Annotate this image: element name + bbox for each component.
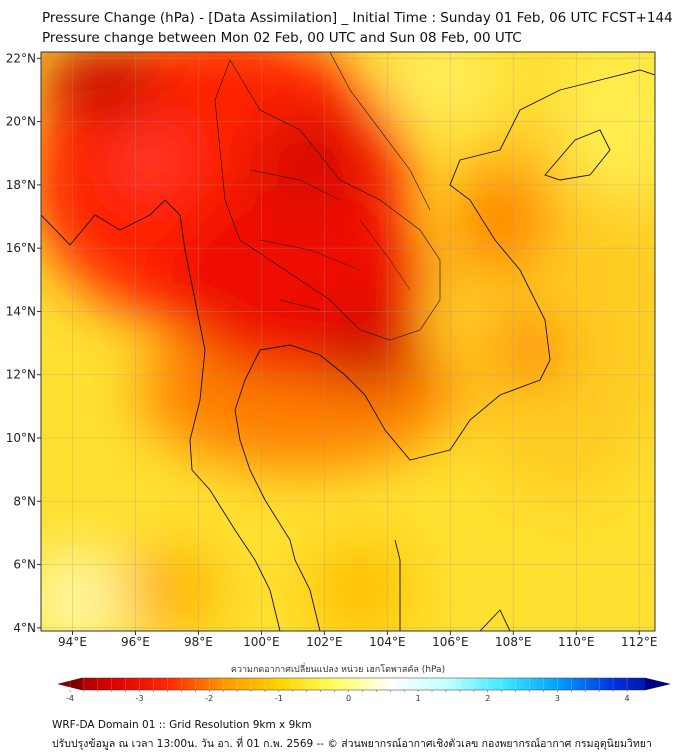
lon-label: 100°E	[243, 635, 280, 649]
colorbar-tick-label: -3	[136, 694, 144, 703]
lat-label: 4°N	[13, 621, 36, 635]
map-subtitle: Pressure change between Mon 02 Feb, 00 U…	[42, 30, 522, 46]
colorbar-tick-label: -4	[66, 694, 74, 703]
lon-label: 106°E	[432, 635, 469, 649]
lat-label: 18°N	[6, 178, 36, 192]
longitude-labels: 94°E 96°E 98°E 100°E 102°E 104°E 106°E 108°E 110…	[58, 631, 658, 649]
lon-label: 108°E	[495, 635, 532, 649]
coastlines	[41, 52, 655, 631]
colorbar-tick-label: 2	[485, 694, 490, 703]
lat-label: 16°N	[6, 241, 36, 255]
lat-label: 12°N	[6, 368, 36, 382]
lat-label: 6°N	[13, 558, 36, 572]
lat-label: 8°N	[13, 494, 36, 508]
lon-label: 98°E	[184, 635, 213, 649]
lat-label: 14°N	[6, 304, 36, 318]
pressure-field	[41, 52, 655, 631]
colorbar: -4 -3 -2 -1 0 1 2 3 4	[57, 677, 671, 703]
lat-label: 20°N	[6, 115, 36, 129]
map-title: Pressure Change (hPa) - [Data Assimilati…	[42, 10, 673, 26]
colorbar-tick-label: -2	[205, 694, 213, 703]
colorbar-tick-label: 0	[346, 694, 351, 703]
footer-model-info: WRF-DA Domain 01 :: Grid Resolution 9km …	[52, 719, 312, 731]
lon-label: 112°E	[621, 635, 658, 649]
colorbar-tick-label: -1	[275, 694, 283, 703]
pressure-change-map: 22°N 20°N 18°N 16°N 14°N 12°N 10°N 8°N 6°N 4°N 94…	[6, 51, 671, 703]
lon-label: 104°E	[369, 635, 406, 649]
colorbar-ticks: -4 -3 -2 -1 0 1 2 3 4	[66, 678, 630, 703]
footer-credit: ปรับปรุงข้อมูล ณ เวลา 13:00น. วัน อา. ที…	[52, 738, 652, 750]
colorbar-label: ความกดอากาศเปลี่ยนแปลง หน่วย เฮกโตพาสคัล…	[230, 665, 446, 675]
lon-label: 96°E	[121, 635, 150, 649]
lat-label: 22°N	[6, 51, 36, 65]
colorbar-tick-label: 4	[624, 694, 629, 703]
lon-label: 94°E	[58, 635, 87, 649]
lat-label: 10°N	[6, 431, 36, 445]
lon-label: 110°E	[558, 635, 595, 649]
map-frame	[40, 51, 656, 632]
colorbar-tick-label: 1	[416, 694, 421, 703]
latitude-labels: 22°N 20°N 18°N 16°N 14°N 12°N 10°N 8°N 6°N 4°N	[6, 51, 41, 635]
graticule	[41, 52, 655, 631]
colorbar-tick-label: 3	[555, 694, 560, 703]
lon-label: 102°E	[306, 635, 343, 649]
